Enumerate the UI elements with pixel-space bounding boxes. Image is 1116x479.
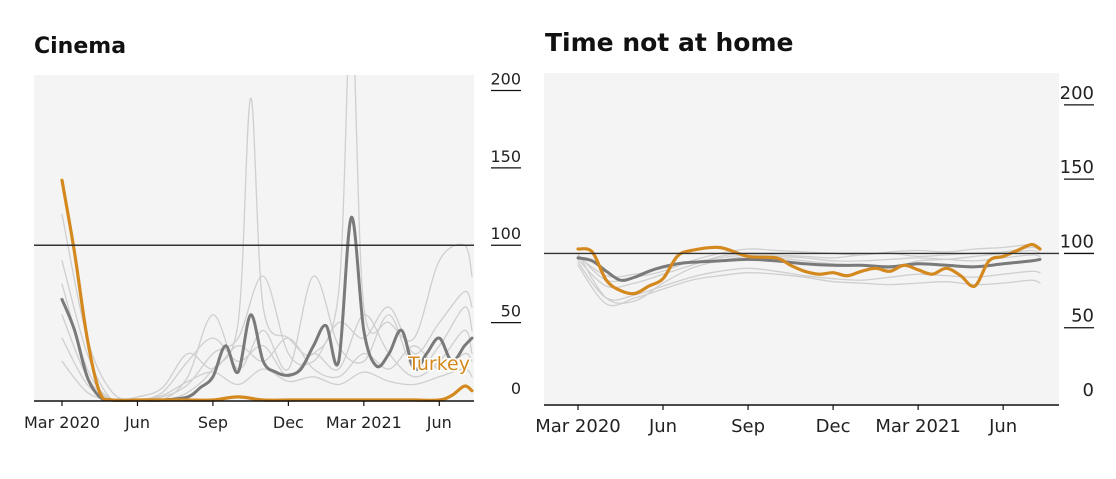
series-line-highlight xyxy=(576,242,1042,296)
x-tick-label: Sep xyxy=(198,413,228,432)
y-tick-label: 100 xyxy=(1060,231,1094,252)
series-line-other xyxy=(577,261,1041,301)
y-tick-label: 150 xyxy=(490,147,521,166)
chart-svg-cinema: Mar 2020 Jun Sep Dec Mar 2021 Jun 0 50 100 150 200… xyxy=(24,69,521,432)
plot-lines xyxy=(576,242,1042,307)
x-tick-label: Mar 2021 xyxy=(875,416,961,437)
x-tick-label: Dec xyxy=(816,416,851,437)
x-tick-label: Dec xyxy=(273,413,304,432)
x-tick-label: Jun xyxy=(648,416,677,437)
chart-title: Time not at home xyxy=(545,28,794,57)
series-line-other xyxy=(61,337,473,402)
y-tick-label: 50 xyxy=(501,302,521,321)
x-tick-label: Mar 2021 xyxy=(326,413,402,432)
chart-panel-cinema: Cinema Mar 2020 Jun Sep Dec Mar 2021 Jun 0 50 10… xyxy=(0,0,540,479)
y-tick-label: 50 xyxy=(1071,306,1094,327)
chart-svg-time-not-at-home: Mar 2020 Jun Sep Dec Mar 2021 Jun 0 50 100 150 200 xyxy=(535,73,1094,437)
series-line-other xyxy=(577,243,1041,283)
x-tick-label: Mar 2020 xyxy=(535,416,621,437)
y-tick-label: 200 xyxy=(1060,83,1094,104)
x-tick-label: Mar 2020 xyxy=(24,413,100,432)
y-tick-label: 100 xyxy=(490,224,521,243)
x-tick-label: Jun xyxy=(124,413,150,432)
chart-panel-time-not-at-home: Time not at home Mar 2020 Jun Sep Dec Mar 20… xyxy=(535,0,1116,479)
plot-background xyxy=(544,73,1059,406)
y-tick-label: 150 xyxy=(1060,157,1094,178)
x-tick-label: Jun xyxy=(988,416,1017,437)
series-line-other xyxy=(577,249,1041,305)
y-tick-label: 0 xyxy=(511,379,521,398)
x-tick-label: Jun xyxy=(426,413,452,432)
series-line-average xyxy=(576,256,1042,282)
y-tick-label: 200 xyxy=(490,69,521,88)
chart-title: Cinema xyxy=(34,34,127,59)
y-tick-label: 0 xyxy=(1083,380,1094,401)
series-annotation-turkey: Turkey xyxy=(407,353,470,375)
x-tick-label: Sep xyxy=(731,416,765,437)
